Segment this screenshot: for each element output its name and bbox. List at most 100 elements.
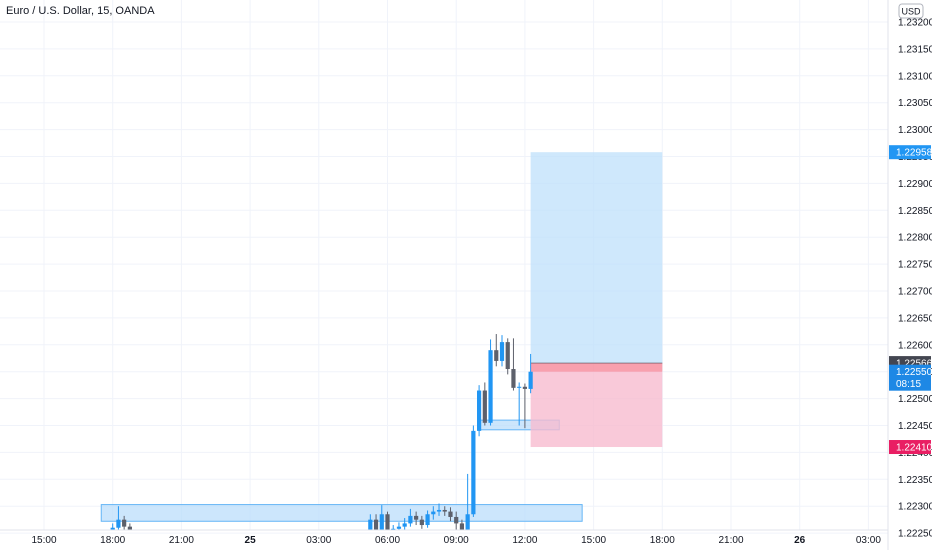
- time-tick-label: 21:00: [718, 535, 743, 546]
- price-tick-label: 1.22600: [898, 340, 932, 351]
- candle-body: [127, 526, 132, 530]
- candle: [454, 511, 459, 530]
- candle-body: [116, 519, 121, 528]
- price-axis[interactable]: 1.23200 1.23150 1.23100 1.23050 1.23000 1.229…: [898, 18, 932, 540]
- time-tick-label: 21:00: [169, 535, 194, 546]
- candle: [511, 338, 516, 391]
- currency-button-label[interactable]: USD: [901, 7, 921, 17]
- candle: [368, 514, 373, 530]
- candle: [391, 525, 396, 530]
- candle-body: [391, 528, 396, 530]
- candle-body: [385, 514, 390, 530]
- price-tick-label: 1.22350: [898, 475, 932, 486]
- current-pl-band: [530, 363, 663, 372]
- candle: [505, 338, 510, 375]
- candle-body: [368, 519, 373, 530]
- price-tick-label: 1.22300: [898, 502, 932, 513]
- candle: [528, 353, 533, 394]
- candle-body: [454, 516, 459, 524]
- candle-body: [517, 386, 522, 388]
- time-tick-label: 12:00: [512, 535, 537, 546]
- price-tick-label: 1.23000: [898, 125, 932, 136]
- stop-price-value: 1.22410: [896, 443, 932, 454]
- candle-body: [522, 386, 527, 389]
- candle: [448, 507, 453, 522]
- long-position-tool[interactable]: [530, 152, 663, 448]
- candle-body: [396, 526, 402, 529]
- candle: [408, 508, 413, 527]
- candle-body: [505, 342, 510, 370]
- price-tick-label: 1.22750: [898, 260, 932, 271]
- price-tick-label: 1.22500: [898, 394, 932, 405]
- stop-zone[interactable]: [530, 363, 663, 448]
- chart-title: Euro / U.S. Dollar, 15, OANDA: [6, 5, 155, 17]
- candle-body: [459, 523, 465, 530]
- candle: [431, 506, 436, 520]
- bar-countdown: 08:15: [896, 379, 921, 390]
- price-tick-label: 1.22450: [898, 421, 932, 432]
- price-tick-label: 1.22850: [898, 206, 932, 217]
- time-tick-label: 18:00: [100, 535, 125, 546]
- candle: [385, 511, 390, 530]
- candle: [116, 506, 121, 530]
- price-tick-label: 1.22250: [898, 529, 932, 540]
- candle: [436, 503, 442, 516]
- candle-body: [448, 511, 453, 517]
- time-tick-label: 03:00: [856, 535, 881, 546]
- time-tick-label: 03:00: [306, 535, 331, 546]
- stop-price-badge: 1.22410: [889, 440, 932, 455]
- candle-body: [494, 350, 499, 361]
- candle: [425, 510, 430, 528]
- candle: [488, 339, 493, 426]
- candle: [402, 518, 407, 530]
- candle-body: [431, 511, 436, 515]
- candle: [419, 515, 424, 529]
- current-badge-bg: [889, 364, 931, 391]
- zones: [100, 419, 583, 522]
- candle-body: [477, 390, 482, 431]
- price-tick-label: 1.23050: [898, 98, 932, 109]
- target-zone[interactable]: [530, 152, 663, 364]
- candle: [477, 385, 482, 437]
- candle-body: [425, 514, 430, 526]
- candle-body: [488, 350, 493, 423]
- currency-button[interactable]: USD: [898, 3, 924, 19]
- candle-body: [465, 514, 470, 530]
- price-tick-label: 1.23100: [898, 71, 932, 82]
- time-axis[interactable]: 15:00 18:00 21:00 25 03:00 06:00 09:00 12:00 15:…: [31, 535, 881, 546]
- candle-body: [442, 509, 447, 512]
- candle: [110, 523, 115, 530]
- candle: [499, 335, 505, 367]
- price-tick-label: 1.22650: [898, 313, 932, 324]
- time-tick-label: 06:00: [375, 535, 400, 546]
- time-tick-label: 15:00: [31, 535, 56, 546]
- candle: [127, 523, 132, 530]
- price-tick-label: 1.22700: [898, 287, 932, 298]
- target-badge-bg: [889, 145, 931, 160]
- candle-body: [122, 519, 127, 527]
- candle-body: [471, 430, 476, 515]
- price-tick-label: 1.23200: [898, 18, 932, 29]
- candle: [459, 519, 465, 530]
- currency-button-frame[interactable]: [898, 3, 924, 19]
- candle: [396, 522, 402, 530]
- candle-body: [499, 342, 505, 361]
- time-tick-label: 25: [245, 535, 257, 546]
- target-price-badge: 1.22958: [889, 145, 932, 160]
- candle-body: [402, 523, 407, 527]
- candle: [379, 505, 384, 530]
- candle: [414, 511, 419, 526]
- time-tick-label: 18:00: [650, 535, 675, 546]
- support-zone[interactable]: [100, 504, 583, 522]
- time-tick-label: 09:00: [444, 535, 469, 546]
- candle: [517, 382, 522, 426]
- candle-body: [482, 390, 487, 423]
- candle-body: [419, 519, 424, 526]
- candle-body: [436, 509, 442, 512]
- candle: [373, 514, 379, 530]
- price-tick-label: 1.23150: [898, 44, 932, 55]
- candle: [482, 382, 487, 426]
